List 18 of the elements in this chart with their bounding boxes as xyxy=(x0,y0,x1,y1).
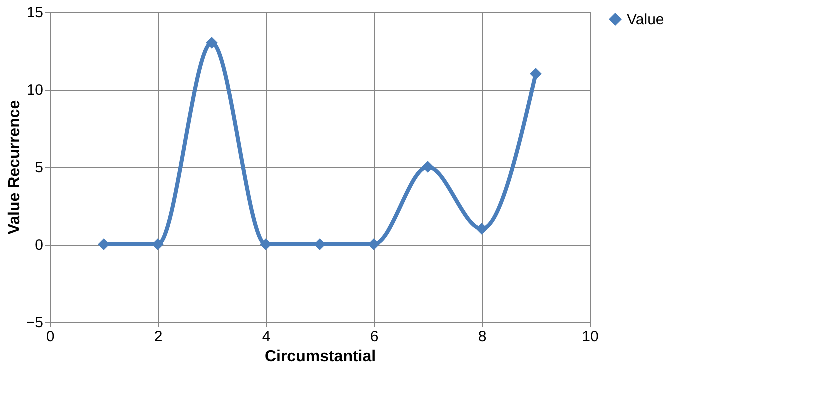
point xyxy=(476,223,488,235)
y-tick-label: 15 xyxy=(26,4,44,22)
point xyxy=(530,68,542,80)
point xyxy=(206,37,218,49)
x-axis-title: Circumstantial xyxy=(264,348,376,366)
y-axis-title: Value Recurrence xyxy=(6,100,24,235)
x-tick-label: 8 xyxy=(478,328,487,346)
x-tick-label: 2 xyxy=(154,328,163,346)
y-tick-label: 0 xyxy=(35,237,44,254)
legend-label: Value xyxy=(627,12,664,28)
x-tick-label: 10 xyxy=(582,328,599,346)
y-tick-label: −5 xyxy=(26,314,44,332)
x-tick-label: 0 xyxy=(46,328,55,346)
y-tick-label: 5 xyxy=(35,160,44,176)
x-tick-label: 4 xyxy=(262,328,271,346)
y-tick-label: 10 xyxy=(26,82,44,99)
x-tick-label: 6 xyxy=(370,328,379,346)
point xyxy=(422,161,434,173)
